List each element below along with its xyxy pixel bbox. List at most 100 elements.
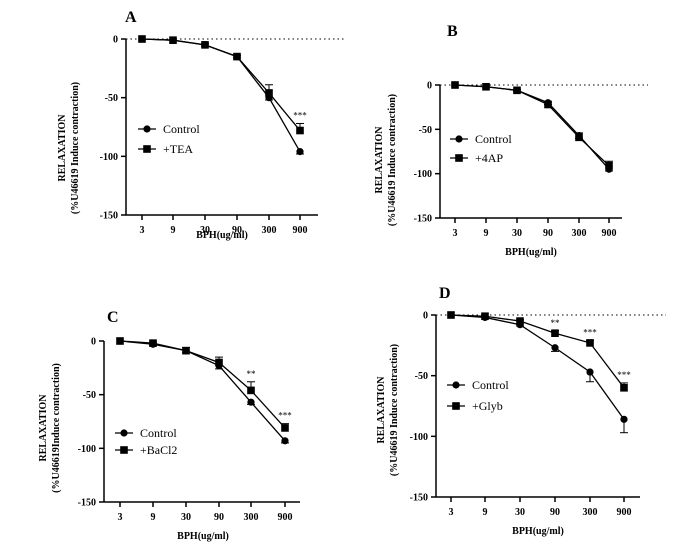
x-tick-label: 900 [617,507,632,518]
series-line [450,314,625,389]
y-tick-label: 0 [427,81,432,92]
legend: Control +TEA [138,122,200,156]
y-axis-title: RELAXATION (%U46619 Induce contraction) [374,94,398,226]
x-tick-label: 300 [262,225,277,236]
y-tick-label: 0 [91,337,96,348]
data-point-square [182,346,190,355]
x-axis-title: BPH(ug/ml) [512,526,564,537]
data-point-circle [296,148,304,156]
data-point-circle [586,368,594,376]
data-point-square [247,386,255,395]
x-tick-label: 300 [572,228,587,239]
x-tick-label: 300 [583,507,598,518]
legend: Control +BaCl2 [115,426,177,457]
y-tick-label: -50 [419,125,432,136]
data-point-square [481,312,489,321]
panel-d: D0 -50 -100 -150 3 9 30 90 300 900 BPH(ug/ml) RELAX… [376,285,666,537]
x-tick-label: 90 [550,507,560,518]
significance-marker: ** [247,369,257,379]
data-point-square [169,36,177,44]
x-tick-label: 3 [118,512,123,523]
y-axis-title-line: RELAXATION [374,126,385,194]
data-point-circle [281,437,289,445]
series-line [141,38,301,131]
data-point-square [447,311,455,319]
x-tick-label: 900 [293,225,308,236]
series-line [450,314,625,420]
legend: Control +4AP [450,132,512,165]
panel-letter: D [439,285,451,302]
data-point-square [551,329,559,337]
panel-letter: A [125,9,137,26]
y-axis-title-line: (%U46619 Induce contraction) [70,82,81,214]
series-control [447,311,628,434]
data-point-square [575,133,583,142]
series-line [454,84,610,167]
legend-label: +TEA [163,142,193,156]
y-tick-label: -150 [414,214,432,225]
data-point-square [451,81,459,89]
y-tick-label: -50 [415,371,428,382]
data-point-square [544,100,552,109]
data-point-circle [620,415,628,423]
legend-label: +Glyb [472,399,503,413]
legend-label: Control [475,132,512,146]
legend-marker-square [452,402,460,410]
legend-label: Control [140,426,177,440]
y-tick-label: -50 [83,390,96,401]
y-axis-title-line: RELAXATION [38,394,49,462]
x-axis-title: BPH(ug/ml) [196,230,248,241]
data-point-circle [551,344,559,352]
y-axis-title: RELAXATION (%U46619Induce contraction) [38,363,62,493]
y-axis-title-line: RELAXATION [376,376,387,444]
y-tick-label: -100 [410,432,428,443]
x-tick-label: 30 [200,225,210,236]
data-point-square [149,339,157,347]
significance-marker: *** [617,370,631,380]
data-point-square [201,41,209,49]
legend-marker-square [143,145,151,153]
data-point-square [620,384,628,392]
legend-marker-circle [143,125,151,133]
legend-marker-circle [455,135,463,143]
x-tick-label: 30 [512,228,522,239]
x-tick-label: 300 [244,512,259,523]
series-tea [138,35,304,135]
significance-marker: *** [583,327,597,337]
data-point-square [233,52,241,61]
series-4ap [451,81,613,170]
y-tick-label: -100 [78,444,96,455]
x-tick-label: 30 [515,507,525,518]
series-glyb [447,311,628,392]
series-bacl2 [116,337,289,432]
data-point-square [215,358,223,367]
x-tick-label: 90 [543,228,553,239]
x-tick-label: 900 [278,512,293,523]
x-axis-title: BPH(ug/ml) [177,531,229,542]
significance-marker: *** [293,110,307,120]
y-axis-title-line: RELAXATION [57,114,68,182]
legend-label: +BaCl2 [140,443,177,457]
y-tick-label: -150 [100,211,118,222]
data-point-square [265,89,273,97]
panel-letter: B [447,23,458,40]
legend-label: +4AP [475,151,503,165]
panel-c: C0 -50 -100 -150 3 9 30 90 300 900 BPH(ug/ml) RELAX… [38,309,300,542]
series-line [119,340,286,442]
y-tick-label: 0 [423,311,428,322]
y-axis-title-line: (%U46619Induce contraction) [51,363,62,493]
x-tick-label: 9 [483,507,488,518]
x-tick-label: 9 [151,512,156,523]
panel-a: A0 -50 -100 -150 3 9 30 90 300 900 BPH(ug/ml) RELAX… [57,9,344,241]
data-point-square [605,161,613,170]
data-point-square [482,82,490,91]
data-point-square [296,126,304,135]
data-point-square [586,339,594,347]
y-axis-title-line: (%U46619 Induce contraction) [389,344,400,476]
data-point-square [281,424,289,432]
y-tick-label: -50 [105,93,118,104]
x-axis-title: BPH(ug/ml) [505,247,557,258]
y-tick-label: -100 [100,152,118,163]
x-tick-label: 30 [181,512,191,523]
